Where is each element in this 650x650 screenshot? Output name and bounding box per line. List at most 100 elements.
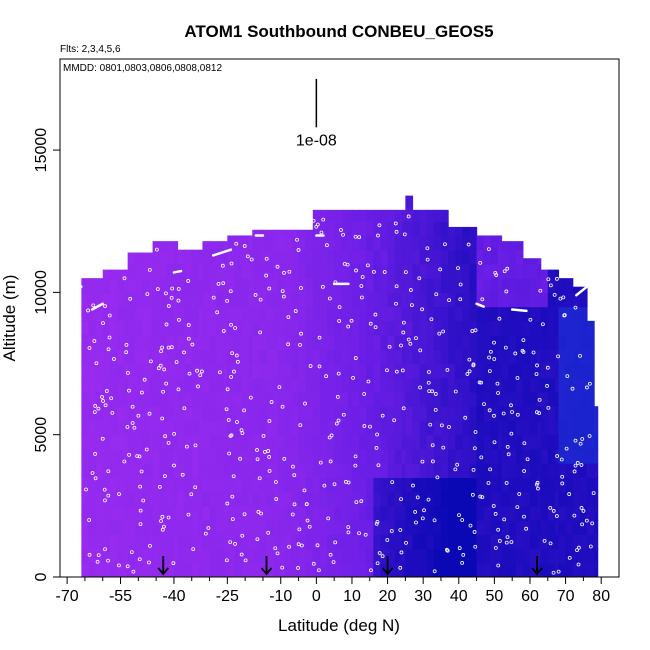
heatmap-cell (273, 349, 278, 365)
heatmap-cell (166, 249, 175, 265)
latitude-arrow-head (381, 567, 394, 576)
data-point (433, 408, 438, 412)
data-point (124, 350, 129, 355)
data-point (540, 322, 545, 327)
data-point (363, 532, 368, 537)
heatmap-cell (366, 278, 374, 293)
heatmap-cell (177, 335, 186, 350)
heatmap-cell (565, 335, 574, 350)
data-point (389, 529, 394, 533)
heatmap-cell (586, 477, 595, 493)
heatmap-cell (565, 520, 574, 535)
heatmap-cell (501, 335, 510, 350)
heatmap-cell (537, 392, 542, 407)
heatmap-cell (572, 363, 581, 379)
heatmap-cell (380, 377, 389, 393)
heatmap-cell (405, 363, 414, 379)
heatmap-cell (366, 349, 374, 365)
heatmap-cell (95, 392, 104, 407)
heatmap-cell (515, 406, 524, 422)
heatmap-cell (252, 306, 260, 322)
data-point (102, 487, 107, 492)
heatmap-cell (540, 363, 549, 379)
heatmap-cell (209, 491, 218, 507)
heatmap-cell (88, 392, 97, 407)
heatmap-cell (440, 263, 449, 279)
heatmap-cell (554, 420, 560, 436)
heatmap-cell (127, 263, 136, 279)
heatmap-cell (412, 534, 421, 550)
heatmap-cell (202, 349, 211, 365)
heatmap-cell (312, 448, 321, 464)
heatmap-cell (586, 349, 595, 365)
heatmap-cell (227, 392, 236, 407)
heatmap-cell (540, 406, 549, 422)
data-point (404, 540, 408, 545)
heatmap-cell (359, 463, 367, 478)
heatmap-cell (234, 520, 243, 535)
heatmap-cell (152, 520, 161, 535)
heatmap-cell (95, 491, 104, 507)
heatmap-cell (387, 520, 396, 535)
heatmap-cell (522, 392, 531, 407)
heatmap-cell (497, 434, 503, 450)
heatmap-cell (234, 463, 243, 478)
y-tick-label: 0 (33, 572, 50, 581)
heatmap-cell (348, 392, 353, 407)
data-point (182, 350, 186, 355)
heatmap-cell (166, 278, 175, 293)
heatmap-cell (327, 235, 335, 251)
heatmap-cell (558, 505, 567, 521)
heatmap-cell (266, 263, 275, 279)
heatmap-cell (440, 335, 449, 350)
heatmap-cell (81, 548, 90, 564)
heatmap-cell (373, 320, 382, 336)
heatmap-cell (291, 520, 300, 535)
heatmap-cell (405, 420, 414, 436)
heatmap-cell (319, 249, 328, 265)
heatmap-cell (88, 491, 97, 507)
heatmap-cell (177, 377, 186, 393)
heatmap-cell (540, 392, 549, 407)
heatmap-cell (334, 420, 342, 436)
heatmap-cell (412, 263, 421, 279)
data-point (130, 404, 135, 409)
heatmap-cell (387, 235, 396, 251)
heatmap-cell (508, 306, 517, 322)
heatmap-cell (134, 320, 143, 336)
data-point (253, 293, 258, 297)
heatmap-cell (501, 463, 510, 478)
data-point (354, 268, 358, 273)
heatmap-cell (419, 520, 428, 535)
heatmap-cell (401, 448, 406, 464)
heatmap-cell (166, 434, 175, 450)
heatmap-cell (529, 292, 538, 308)
heatmap-cell (529, 306, 538, 322)
heatmap-cell (223, 263, 228, 279)
heatmap-cell (334, 505, 342, 521)
heatmap-cell (284, 477, 293, 493)
heatmap-cell (184, 406, 193, 422)
heatmap-cell (426, 249, 435, 265)
heatmap-cell (216, 562, 225, 577)
heatmap-cell (508, 263, 517, 279)
heatmap-cell (102, 448, 111, 464)
heatmap-cell (515, 335, 524, 350)
heatmap-cell (455, 562, 463, 577)
data-point (103, 304, 107, 309)
data-point (534, 372, 539, 376)
heatmap-cell (277, 249, 285, 265)
data-point-track (475, 302, 485, 308)
data-point (394, 229, 399, 234)
heatmap-cell (572, 349, 581, 365)
heatmap-cell (455, 448, 463, 464)
heatmap-cell (259, 420, 268, 436)
heatmap-cell (134, 548, 143, 564)
heatmap-cell (341, 520, 349, 535)
heatmap-cell (497, 562, 503, 577)
heatmap-cell (594, 434, 599, 450)
data-point (374, 446, 379, 450)
heatmap-cell (202, 534, 211, 550)
heatmap-cell (252, 434, 260, 450)
heatmap-cell (419, 249, 428, 265)
